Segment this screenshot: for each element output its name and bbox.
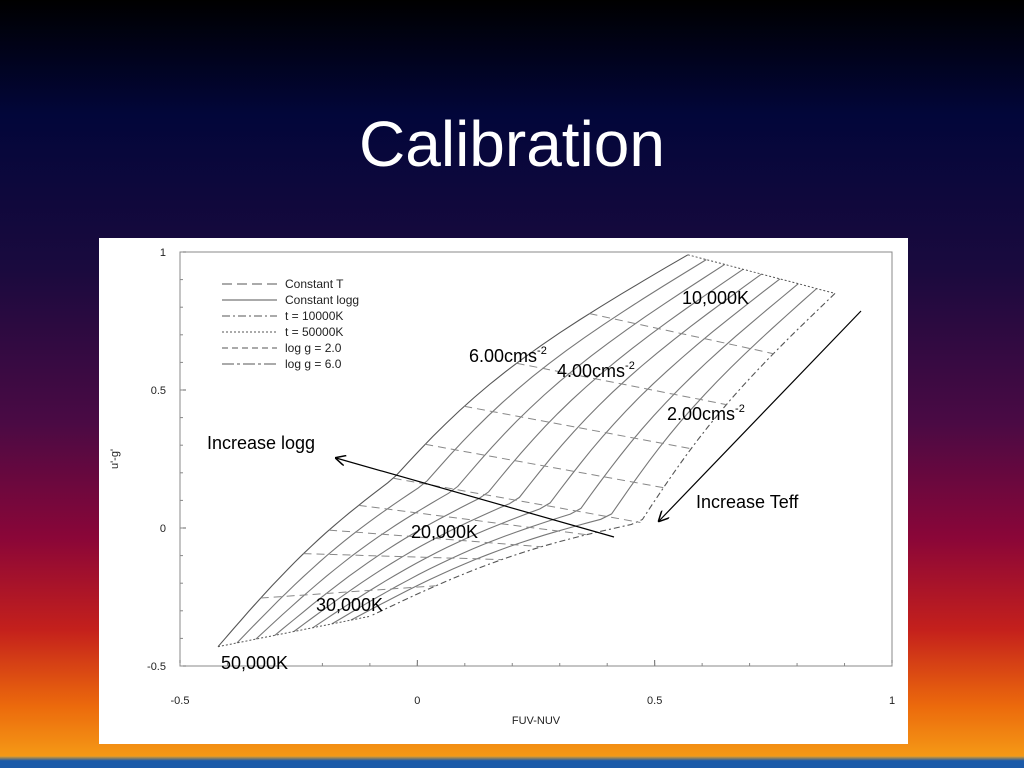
label-logg-2: 2.00cms-2	[667, 403, 745, 424]
y-tick-label: -0.5	[147, 661, 166, 673]
legend: Constant T Constant logg t = 10000K t = 500…	[222, 277, 359, 371]
constant-t-line	[303, 553, 502, 561]
constant-logg-line	[312, 278, 781, 629]
label-10000k: 10,000K	[682, 288, 749, 308]
constant-t-line	[516, 362, 727, 406]
constant-logg-line	[274, 268, 744, 636]
x-tick-label: 1	[889, 695, 895, 707]
constant-t-line	[425, 443, 664, 489]
y-tick-label: 0.5	[151, 385, 166, 397]
label-20000k: 20,000K	[411, 522, 478, 542]
constant-logg-line	[369, 293, 836, 617]
footer-bar	[0, 756, 1024, 768]
constant-t-line	[329, 529, 542, 548]
constant-logg-line	[255, 263, 725, 640]
increase-logg-arrow	[336, 458, 615, 538]
slide-title: Calibration	[359, 108, 665, 180]
plot-frame	[179, 251, 893, 667]
annotations: 10,000K 6.00cms-2 4.00cms-2 2.00cms-2 Increa…	[207, 288, 862, 673]
constant-logg-line	[331, 283, 799, 625]
label-logg-6: 6.00cms-2	[469, 345, 547, 366]
x-tick-label: 0.5	[647, 695, 662, 707]
legend-entry: t = 50000K	[285, 325, 343, 339]
label-logg-4: 4.00cms-2	[557, 360, 635, 381]
legend-entry: Constant T	[285, 277, 344, 291]
constant-logg-line	[217, 254, 689, 648]
legend-entry: log g = 6.0	[285, 357, 342, 371]
label-increase-logg: Increase logg	[207, 433, 315, 453]
x-tick-label: 0	[414, 695, 420, 707]
x-tick-label: -0.5	[171, 695, 190, 707]
constant-logg-line	[236, 259, 707, 644]
constant-t-line	[589, 313, 774, 355]
constant-logg-line	[293, 273, 762, 632]
chart-figure: -0.5 -0.5 0 0 0.5 0.5 1 1 FUV-NUV u'-g' Constant …	[99, 238, 908, 744]
y-tick-label: 1	[160, 247, 166, 259]
y-axis-title: u'-g'	[109, 449, 121, 469]
legend-entry: log g = 2.0	[285, 341, 342, 355]
label-increase-teff: Increase Teff	[696, 492, 799, 512]
y-tick-label: 0	[160, 523, 166, 535]
legend-entry: t = 10000K	[285, 309, 343, 323]
increase-teff-arrow	[659, 310, 862, 521]
constant-t-line	[260, 585, 436, 599]
model-grid	[217, 254, 836, 648]
label-50000k: 50,000K	[221, 653, 288, 673]
constant-logg-line	[350, 288, 817, 621]
chart-svg: -0.5 -0.5 0 0 0.5 0.5 1 1 FUV-NUV u'-g' Constant …	[109, 247, 895, 727]
label-30000k: 30,000K	[316, 595, 383, 615]
constant-t-line	[687, 254, 836, 294]
axes: -0.5 -0.5 0 0 0.5 0.5 1 1 FUV-NUV u'-g'	[109, 247, 895, 727]
x-axis-title: FUV-NUV	[512, 715, 561, 727]
constant-t-line	[217, 615, 370, 648]
legend-entry: Constant logg	[285, 293, 359, 307]
